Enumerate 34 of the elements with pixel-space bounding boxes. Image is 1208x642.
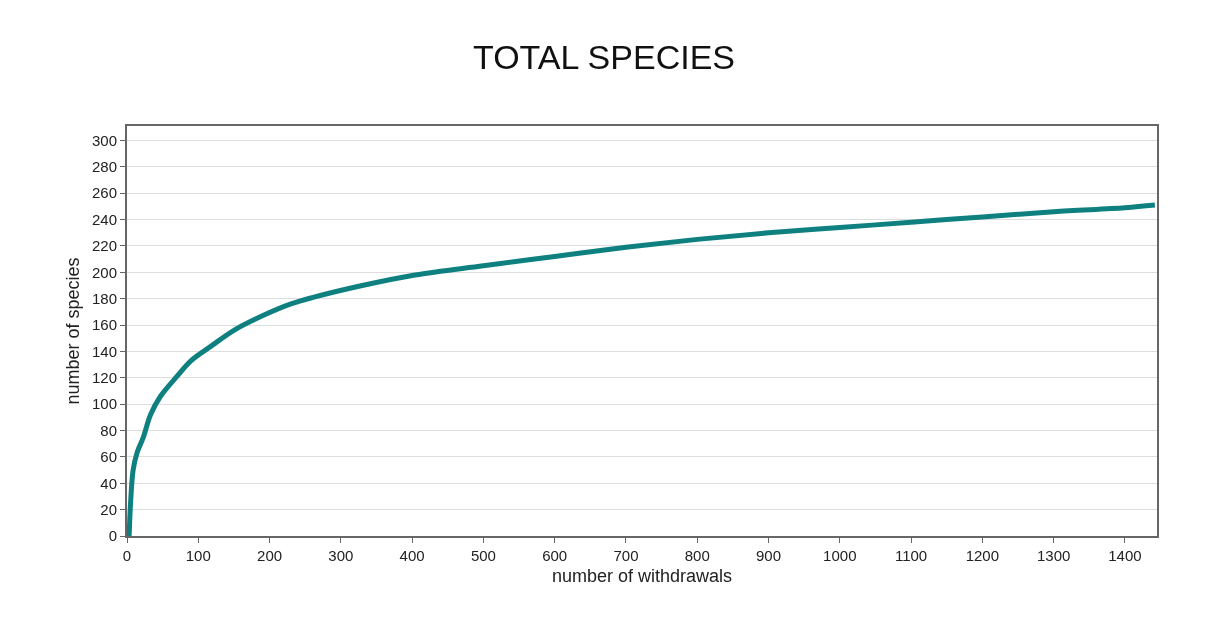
x-tick-label: 1000 (823, 547, 857, 564)
y-tick-label: 260 (91, 184, 117, 202)
x-tick-label: 300 (328, 547, 354, 564)
x-tick-label: 1400 (1108, 547, 1142, 564)
x-tick-label: 800 (684, 547, 710, 564)
x-tick-label: 1200 (965, 547, 1000, 564)
y-tick-label: 180 (91, 289, 117, 307)
x-tick-label: 900 (756, 547, 782, 564)
x-tick-label: 500 (470, 547, 496, 564)
y-tick-label: 240 (91, 210, 117, 228)
x-tick-label: 200 (257, 547, 283, 564)
y-tick-label: 100 (91, 395, 117, 413)
y-tick-label: 80 (100, 421, 117, 439)
y-tick-label: 280 (91, 158, 117, 176)
y-tick-label: 0 (108, 527, 117, 545)
x-tick-label: 0 (122, 547, 132, 564)
y-tick-label: 160 (91, 316, 117, 334)
x-axis-title: number of withdrawals (551, 565, 733, 586)
x-tick-label: 100 (185, 547, 211, 564)
chart-title: TOTAL SPECIES (472, 37, 736, 76)
y-tick-label: 60 (100, 448, 117, 466)
x-tick-label: 400 (399, 547, 425, 564)
y-tick-label: 120 (91, 369, 117, 387)
y-tick-label: 300 (91, 131, 117, 149)
y-tick-label: 200 (91, 263, 117, 281)
y-tick-label: 40 (100, 474, 117, 492)
x-tick-label: 700 (613, 547, 639, 564)
y-tick-label: 140 (91, 342, 117, 360)
x-tick-label: 1300 (1036, 547, 1071, 564)
y-tick-label: 220 (91, 237, 117, 255)
x-tick-label: 600 (542, 547, 568, 564)
x-tick-label: 1100 (894, 547, 928, 564)
y-axis-title: number of species (62, 257, 83, 405)
y-tick-label: 20 (100, 500, 117, 518)
